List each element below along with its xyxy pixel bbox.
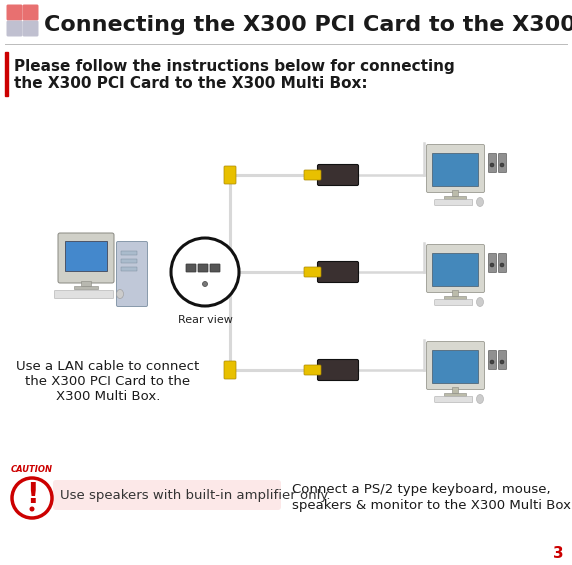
Bar <box>444 196 466 199</box>
FancyBboxPatch shape <box>317 164 359 185</box>
FancyBboxPatch shape <box>427 145 484 193</box>
Ellipse shape <box>117 289 124 298</box>
Text: Use a LAN cable to connect
the X300 PCI Card to the
X300 Multi Box.: Use a LAN cable to connect the X300 PCI … <box>17 360 200 403</box>
Bar <box>121 267 137 271</box>
Text: Rear view: Rear view <box>177 315 232 325</box>
FancyBboxPatch shape <box>435 397 472 402</box>
Circle shape <box>500 263 504 267</box>
Bar <box>432 153 478 186</box>
Bar <box>432 253 478 286</box>
Text: speakers & monitor to the X300 Multi Box: speakers & monitor to the X300 Multi Box <box>292 499 571 512</box>
FancyBboxPatch shape <box>317 359 359 380</box>
Circle shape <box>490 263 494 267</box>
Bar <box>452 190 458 196</box>
Circle shape <box>171 238 239 306</box>
Bar <box>5 52 8 96</box>
Circle shape <box>12 478 52 518</box>
Bar <box>81 281 91 286</box>
Circle shape <box>500 360 504 364</box>
FancyBboxPatch shape <box>488 154 496 172</box>
FancyBboxPatch shape <box>304 267 321 277</box>
FancyBboxPatch shape <box>6 5 22 20</box>
FancyBboxPatch shape <box>117 241 148 306</box>
FancyBboxPatch shape <box>317 262 359 282</box>
FancyBboxPatch shape <box>435 299 472 306</box>
FancyBboxPatch shape <box>499 254 506 272</box>
Text: 3: 3 <box>553 545 563 560</box>
Bar <box>444 393 466 396</box>
FancyBboxPatch shape <box>427 245 484 293</box>
Ellipse shape <box>476 198 483 206</box>
Bar <box>432 350 478 383</box>
FancyBboxPatch shape <box>186 264 196 272</box>
FancyBboxPatch shape <box>304 170 321 180</box>
FancyBboxPatch shape <box>488 254 496 272</box>
FancyBboxPatch shape <box>54 290 113 298</box>
Circle shape <box>490 163 494 167</box>
FancyBboxPatch shape <box>224 361 236 379</box>
Circle shape <box>490 360 494 364</box>
FancyBboxPatch shape <box>499 154 506 172</box>
FancyBboxPatch shape <box>427 341 484 389</box>
Bar <box>444 296 466 299</box>
FancyBboxPatch shape <box>22 5 38 20</box>
Bar <box>452 387 458 393</box>
FancyBboxPatch shape <box>435 199 472 206</box>
FancyBboxPatch shape <box>499 350 506 370</box>
FancyBboxPatch shape <box>6 20 22 37</box>
FancyBboxPatch shape <box>224 166 236 184</box>
Text: the X300 PCI Card to the X300 Multi Box:: the X300 PCI Card to the X300 Multi Box: <box>14 76 368 90</box>
FancyBboxPatch shape <box>58 233 114 283</box>
Bar <box>121 259 137 263</box>
Circle shape <box>202 281 208 286</box>
Bar <box>121 251 137 255</box>
FancyBboxPatch shape <box>304 365 321 375</box>
Text: Please follow the instructions below for connecting: Please follow the instructions below for… <box>14 59 455 73</box>
Ellipse shape <box>476 298 483 306</box>
Text: Connecting the X300 PCI Card to the X300 Multi Box: Connecting the X300 PCI Card to the X300… <box>44 15 572 35</box>
Text: Connect a PS/2 type keyboard, mouse,: Connect a PS/2 type keyboard, mouse, <box>292 484 551 497</box>
Text: CAUTION: CAUTION <box>11 466 53 475</box>
Ellipse shape <box>476 394 483 403</box>
FancyBboxPatch shape <box>198 264 208 272</box>
FancyBboxPatch shape <box>210 264 220 272</box>
Circle shape <box>500 163 504 167</box>
FancyBboxPatch shape <box>488 350 496 370</box>
Bar <box>74 286 98 289</box>
FancyBboxPatch shape <box>22 20 38 37</box>
Text: Use speakers with built-in amplifier only.: Use speakers with built-in amplifier onl… <box>60 489 331 502</box>
Circle shape <box>30 506 34 511</box>
FancyBboxPatch shape <box>53 480 281 510</box>
Text: !: ! <box>26 481 38 509</box>
Bar <box>65 241 107 271</box>
Bar <box>452 290 458 296</box>
